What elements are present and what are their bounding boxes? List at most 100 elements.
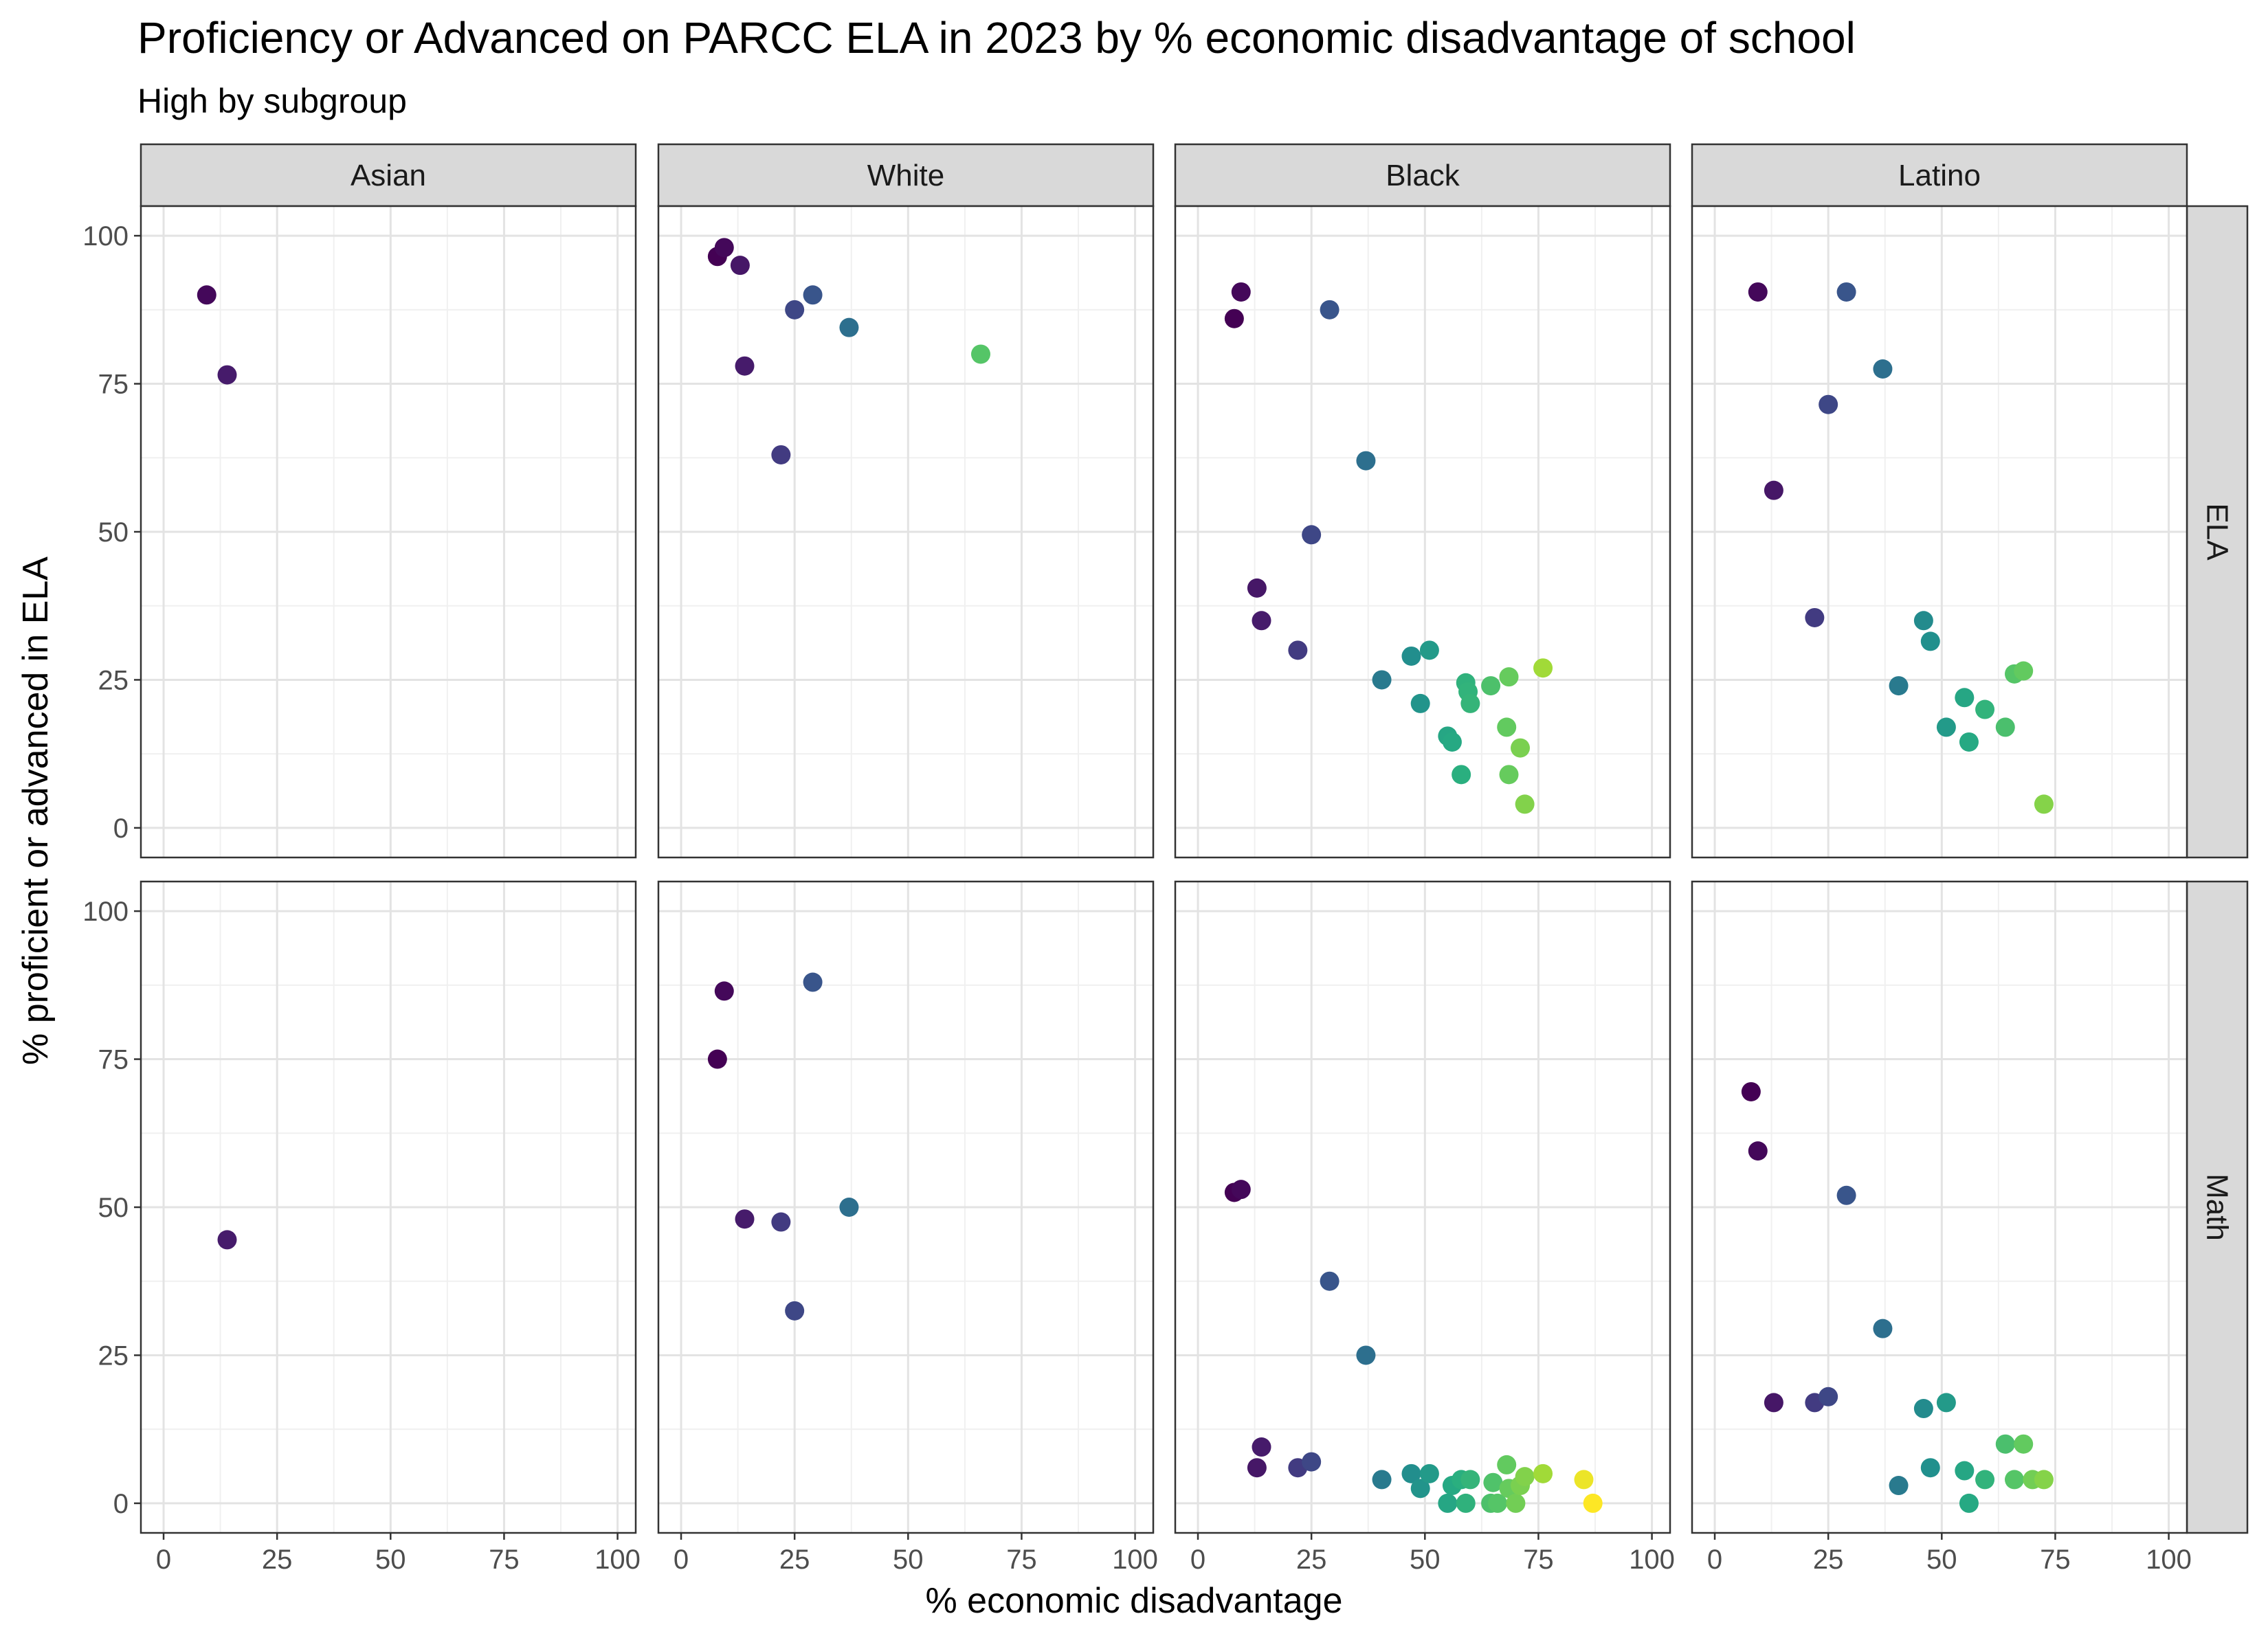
x-tick-label: 100 [594,1545,641,1575]
data-point [1959,1493,1979,1513]
data-point [1438,1493,1458,1513]
data-point [1819,394,1838,414]
data-point [1936,1393,1956,1413]
data-point [1247,1458,1267,1478]
data-point [1320,300,1339,319]
y-tick-label: 0 [113,814,129,844]
data-point [1836,282,1856,302]
data-point [1764,1393,1783,1413]
data-point [1975,1470,1995,1490]
data-point [1873,359,1893,379]
data-point [1920,1458,1940,1478]
data-point [785,1301,805,1321]
x-tick-label: 75 [1006,1545,1037,1575]
facet-strip-label-ela: ELA [2201,503,2234,561]
data-point [735,356,755,376]
data-point [1805,607,1825,627]
facet-strip-label-asian: Asian [351,159,426,192]
x-tick-label: 0 [1190,1545,1205,1575]
x-tick-label: 50 [1926,1545,1957,1575]
data-point [1372,670,1392,690]
data-point [730,256,750,276]
data-point [1511,738,1531,758]
data-point [1231,1180,1251,1200]
y-tick-label: 50 [98,1193,129,1223]
data-point [1515,794,1535,814]
y-tick-label: 100 [82,897,129,927]
data-point [1515,1467,1535,1487]
chart-subtitle: High by subgroup [137,82,407,120]
data-point [1995,1434,2015,1454]
x-tick-label: 75 [2040,1545,2071,1575]
data-point [2014,661,2034,681]
data-point [1302,525,1322,545]
data-point [1456,1493,1476,1513]
y-tick-label: 25 [98,665,129,695]
data-point [839,1198,859,1217]
data-point [1836,1185,1856,1205]
data-point [714,981,734,1001]
y-tick-label: 75 [98,370,129,400]
x-tick-label: 25 [262,1545,293,1575]
facet-strip-label-latino: Latino [1898,159,1981,192]
x-tick-label: 0 [1707,1545,1722,1575]
data-point [1873,1319,1893,1338]
data-point [1224,309,1244,328]
data-point [2014,1434,2034,1454]
data-point [771,445,791,464]
data-point [1302,1452,1322,1472]
x-tick-label: 25 [1813,1545,1844,1575]
data-point [1533,658,1553,678]
data-point [1442,732,1462,752]
data-point [2034,794,2054,814]
data-point [1452,765,1471,785]
data-point [1487,1493,1507,1513]
data-point [1252,611,1271,631]
data-point [2004,1470,2024,1490]
x-tick-label: 100 [2146,1545,2192,1575]
data-point [771,1212,791,1232]
y-tick-label: 50 [98,517,129,548]
data-point [1481,676,1501,696]
data-point [1320,1271,1339,1291]
data-point [197,285,216,305]
data-point [1247,578,1267,598]
data-point [1288,640,1308,660]
data-point [1506,1493,1526,1513]
data-point [1419,1463,1439,1483]
data-point [1401,1463,1421,1483]
x-axis-title: % economic disadvantage [925,1581,1343,1621]
data-point [970,344,990,364]
facet-strip-label-black: Black [1386,159,1460,192]
x-tick-label: 100 [1629,1545,1675,1575]
facet-strip-math [2186,880,2249,1534]
panel-border [1174,880,1671,1534]
data-point [1819,1387,1838,1406]
x-tick-label: 0 [156,1545,171,1575]
data-point [1959,732,1979,752]
data-point [785,300,805,319]
data-point [1748,282,1768,302]
x-tick-label: 25 [779,1545,810,1575]
data-point [803,972,823,992]
x-tick-label: 75 [489,1545,520,1575]
panel-border [657,205,1155,859]
y-tick-label: 75 [98,1045,129,1075]
data-point [1913,611,1933,631]
x-tick-label: 50 [375,1545,406,1575]
data-point [217,1230,237,1250]
data-point [1574,1470,1594,1490]
data-point [1955,1461,1975,1481]
panel-border [657,880,1155,1534]
data-point [1460,693,1480,713]
data-point [1913,1399,1933,1419]
data-point [1401,646,1421,666]
data-point [217,365,237,385]
data-point [2034,1470,2054,1490]
data-point [1497,717,1517,737]
x-tick-label: 100 [1112,1545,1158,1575]
facet-strip-asian [140,143,637,207]
facet-strip-ela [2186,205,2249,859]
data-point [714,238,734,258]
